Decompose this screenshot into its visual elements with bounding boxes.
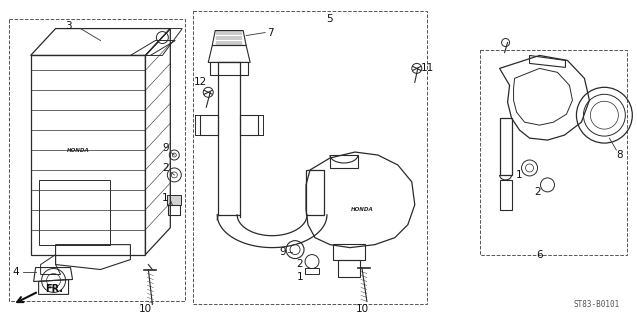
Text: 12: 12 [194,77,207,87]
Text: 8: 8 [616,150,622,160]
Text: 4: 4 [12,267,19,276]
Text: 3: 3 [65,20,72,31]
Text: 1: 1 [162,193,169,203]
Text: 2: 2 [534,187,541,197]
Text: ST83-B0101: ST83-B0101 [573,300,619,309]
Text: FR.: FR. [46,284,64,294]
Text: 1: 1 [297,273,303,283]
Text: 11: 11 [421,63,434,73]
Text: 10: 10 [355,304,368,314]
Text: 10: 10 [139,304,152,314]
Text: 6: 6 [536,250,543,260]
Bar [193,11,427,304]
Text: HONDA: HONDA [350,207,373,212]
Text: 5: 5 [327,14,333,24]
Text: 2: 2 [162,163,169,173]
Text: 7: 7 [267,28,273,37]
Text: 1: 1 [516,170,523,180]
Text: 9: 9 [280,247,287,257]
Text: 9: 9 [162,143,169,153]
Bar [9,19,185,301]
Bar [480,51,627,255]
Text: 2: 2 [297,259,303,268]
Text: HONDA: HONDA [67,148,90,153]
